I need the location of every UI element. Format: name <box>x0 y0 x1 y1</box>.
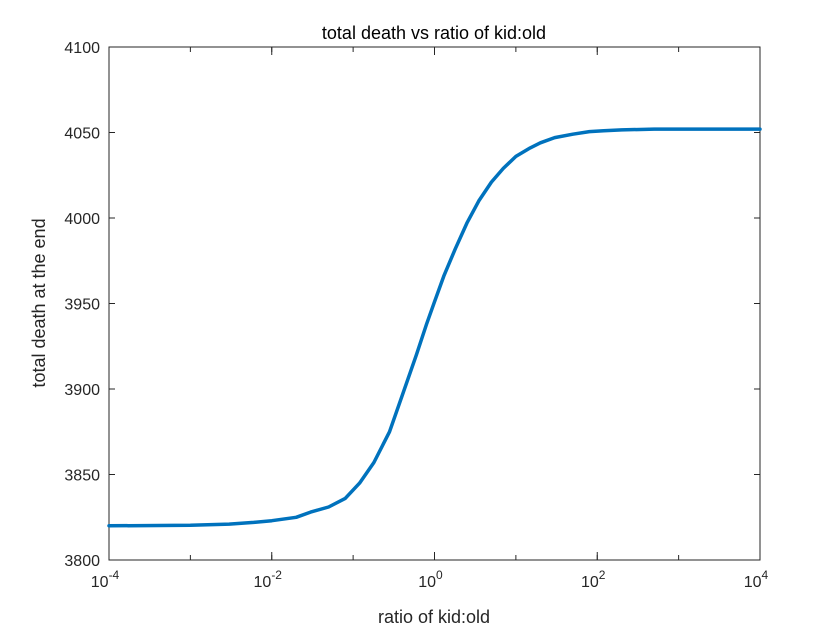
x-tick-base: 10 <box>254 574 272 591</box>
x-tick-exponent: 2 <box>599 568 606 582</box>
x-tick-base: 10 <box>418 574 436 591</box>
x-axis-ticks: 10-4 10-2 100 102 104 <box>91 47 769 591</box>
x-tick-label: 100 <box>418 568 443 591</box>
x-tick-exponent: -4 <box>109 568 120 582</box>
x-tick-label: 104 <box>744 568 769 591</box>
x-tick-label: 10-2 <box>254 568 283 591</box>
x-tick-label: 102 <box>581 568 606 591</box>
x-tick-base: 10 <box>91 574 109 591</box>
y-tick-label: 3800 <box>64 553 100 570</box>
x-tick-base: 10 <box>744 574 762 591</box>
series-line <box>107 127 762 528</box>
series-layer <box>107 127 762 528</box>
y-tick-label: 3850 <box>64 468 100 485</box>
x-tick-base: 10 <box>581 574 599 591</box>
y-axis-label: total death at the end <box>29 218 49 387</box>
y-tick-label: 3950 <box>64 297 100 314</box>
x-tick-label: 10-4 <box>91 568 120 591</box>
y-tick-label: 4100 <box>64 40 100 57</box>
y-axis-ticks: 3800 3850 3900 3950 4000 4050 4100 <box>64 40 760 570</box>
y-tick-label: 3900 <box>64 382 100 399</box>
x-tick-exponent: 4 <box>762 568 769 582</box>
x-tick-exponent: -2 <box>271 568 282 582</box>
x-tick-exponent: 0 <box>436 568 443 582</box>
y-tick-label: 4000 <box>64 211 100 228</box>
y-tick-label: 4050 <box>64 126 100 143</box>
x-axis-label: ratio of kid:old <box>378 607 490 627</box>
chart-title: total death vs ratio of kid:old <box>322 23 546 43</box>
